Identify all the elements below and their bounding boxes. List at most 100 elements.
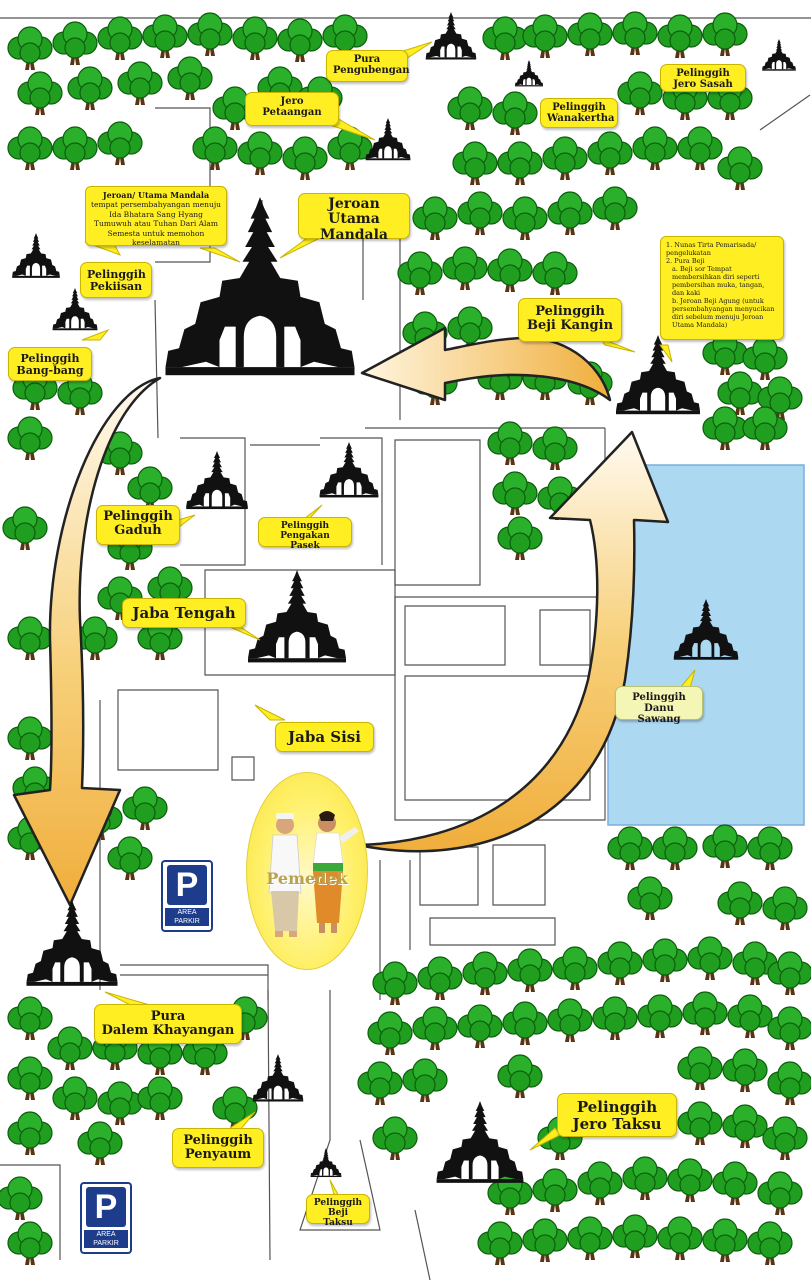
label-pelinggih-jero-sasah[interactable]: Pelinggih Jero Sasah xyxy=(660,64,746,92)
label-pelinggih-pekiisan[interactable]: Pelinggih Pekiisan xyxy=(80,262,152,298)
temple-gate-icon xyxy=(26,900,118,986)
tree-icon xyxy=(592,186,638,231)
label-pelinggih-gaduh[interactable]: Pelinggih Gaduh xyxy=(96,505,180,545)
note-line: 2. Pura Beji xyxy=(666,257,705,265)
tree-icon xyxy=(7,616,53,661)
tree-icon xyxy=(747,1221,793,1266)
note-jeroan-utama-mandala[interactable]: Jeroan/ Utama Mandala tempat persembahya… xyxy=(85,186,227,247)
tree-icon xyxy=(487,1171,533,1216)
label-line: Beji Kangin xyxy=(526,318,614,334)
tree-icon xyxy=(702,406,748,451)
tree-icon xyxy=(532,251,578,296)
tree-icon xyxy=(97,16,143,61)
label-jeroan-utama-mandala[interactable]: Jeroan Utama Mandala xyxy=(298,193,410,242)
tree-icon xyxy=(232,16,278,61)
pemedek-illustration: Pemedek xyxy=(246,772,368,970)
tree-icon xyxy=(717,881,763,926)
tree-icon xyxy=(522,1218,568,1263)
label-pelinggih-jero-taksu[interactable]: Pelinggih Jero Taksu xyxy=(557,1093,677,1137)
tree-icon xyxy=(7,26,53,71)
label-line: Jero Sasah xyxy=(673,79,733,90)
label-line: Penyaum xyxy=(184,1147,252,1163)
tree-icon xyxy=(7,126,53,171)
label-jaba-sisi[interactable]: Jaba Sisi xyxy=(275,722,374,752)
tree-icon xyxy=(447,86,493,131)
tree-icon xyxy=(372,1116,418,1161)
note-beji[interactable]: 1. Nunas Tirta Pemarisada/ pengelukatan … xyxy=(660,236,784,340)
tree-icon xyxy=(597,941,643,986)
tree-icon xyxy=(742,336,788,381)
parking-label: AREA PARKIR xyxy=(84,1230,128,1248)
pemedek-label: Pemedek xyxy=(266,869,348,888)
tree-icon xyxy=(507,948,553,993)
label-line: Jaba Sisi xyxy=(288,728,361,746)
label-line: Pura xyxy=(150,1009,186,1024)
tree-icon xyxy=(687,936,733,981)
tree-icon xyxy=(722,1048,768,1093)
tree-icon xyxy=(542,136,588,181)
tree-icon xyxy=(97,1081,143,1126)
label-line: Beji Taksu xyxy=(323,1207,353,1228)
tree-icon xyxy=(492,91,538,136)
label-pura-dalem-khayangan[interactable]: Pura Dalem Khayangan xyxy=(94,1004,242,1044)
tree-icon xyxy=(2,506,48,551)
label-pura-pengubengan[interactable]: Pura Pengubengan xyxy=(326,50,410,82)
flow-arrow-icon xyxy=(356,430,670,853)
temple-gate-icon xyxy=(425,11,477,60)
tree-icon xyxy=(667,1158,713,1203)
tree-icon xyxy=(682,991,728,1036)
tree-icon xyxy=(412,196,458,241)
tree-icon xyxy=(762,1116,808,1161)
label-line: Pelinggih xyxy=(280,521,330,531)
label-jero-petaangan[interactable]: Jero Petaangan xyxy=(245,92,339,126)
tree-icon xyxy=(532,1168,578,1213)
label-pelinggih-bang-bang[interactable]: Pelinggih Bang-bang xyxy=(8,347,92,381)
tree-icon xyxy=(212,1086,258,1131)
tree-icon xyxy=(677,1046,723,1091)
parking-sign[interactable]: P AREA PARKIR xyxy=(80,1182,132,1254)
tree-icon xyxy=(452,141,498,186)
tree-icon xyxy=(192,126,238,171)
flow-arrows xyxy=(12,326,670,907)
parking-label: AREA PARKIR xyxy=(165,908,209,926)
tree-icon xyxy=(607,826,653,871)
tree-icon xyxy=(657,1216,703,1261)
label-line: Pura xyxy=(353,54,381,65)
label-pelinggih-beji-taksu[interactable]: Pelinggih Beji Taksu xyxy=(306,1194,370,1228)
tree-icon xyxy=(142,14,188,59)
tree-icon xyxy=(7,1111,53,1156)
pilgrims-figure-icon xyxy=(268,811,359,937)
temple-gate-icon xyxy=(310,1148,342,1178)
label-line: Pelinggih xyxy=(20,352,80,365)
tree-icon xyxy=(167,56,213,101)
tree-icon xyxy=(577,1161,623,1206)
label-line: Petaangan xyxy=(262,107,322,118)
label-pelinggih-danu-sawang[interactable]: Pelinggih Danu Sawang xyxy=(615,686,703,725)
flow-arrow-icon xyxy=(360,326,612,402)
label-pelinggih-wanakertha[interactable]: Pelinggih Wanakertha xyxy=(540,98,618,128)
label-pelinggih-pengakan-pasek[interactable]: Pelinggih Pengakan Pasek xyxy=(258,517,352,551)
tree-icon xyxy=(747,826,793,871)
tree-icon xyxy=(77,1121,123,1166)
tree-icon xyxy=(497,1054,543,1099)
tree-icon xyxy=(482,16,528,61)
tree-icon xyxy=(637,994,683,1039)
label-pelinggih-penyaum[interactable]: Pelinggih Penyaum xyxy=(172,1128,264,1168)
tree-icon xyxy=(52,1076,98,1121)
tree-icon xyxy=(587,131,633,176)
label-pelinggih-beji-kangin[interactable]: Pelinggih Beji Kangin xyxy=(518,298,622,342)
tree-icon xyxy=(127,466,173,511)
tree-icon xyxy=(137,1076,183,1121)
tree-icon xyxy=(52,126,98,171)
parking-sign[interactable]: P AREA PARKIR xyxy=(161,860,213,932)
tree-icon xyxy=(367,1011,413,1056)
tree-icon xyxy=(552,946,598,991)
tree-icon xyxy=(657,14,703,59)
tree-icon xyxy=(497,141,543,186)
label-line: Jeroan xyxy=(328,196,380,212)
label-line: Pelinggih xyxy=(552,102,606,113)
temple-gate-icon xyxy=(186,451,248,510)
label-line: Jero Taksu xyxy=(572,1114,662,1133)
tree-icon xyxy=(52,21,98,66)
label-jaba-tengah[interactable]: Jaba Tengah xyxy=(122,598,246,628)
